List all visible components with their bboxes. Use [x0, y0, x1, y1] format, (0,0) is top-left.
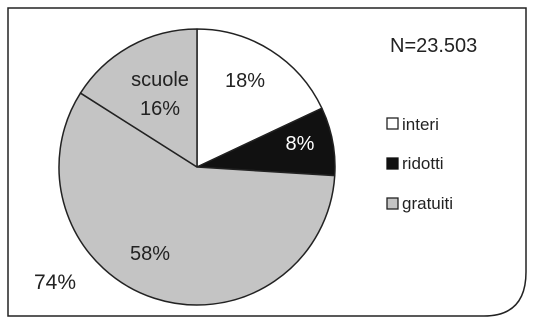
pie-slice-interi-0 [196, 28, 323, 168]
slice-prefix-scuole: scuole [131, 69, 189, 91]
legend-label-ridotti: ridotti [402, 154, 444, 173]
legend-swatch-ridotti [386, 157, 399, 170]
legend-label-gratuiti: gratuiti [402, 194, 453, 213]
pie-slice-scuole-3 [79, 28, 198, 168]
legend-swatch-gratuiti [386, 197, 399, 210]
pie-slices [58, 28, 336, 306]
legend-swatch-interi [386, 117, 399, 130]
legend-label-interi: interi [402, 115, 439, 134]
slice-label-scuole: 16% [140, 98, 180, 120]
overall-percentage-annotation: 74% [34, 271, 76, 294]
pie-slice-gratuiti-2 [58, 92, 336, 306]
sample-size-annotation: N=23.503 [390, 35, 477, 57]
slice-label-gratuiti: 58% [130, 243, 170, 265]
legend: interi ridotti gratuiti [386, 115, 453, 213]
slice-label-interi: 18% [225, 70, 265, 92]
slice-label-ridotti: 8% [286, 133, 315, 155]
